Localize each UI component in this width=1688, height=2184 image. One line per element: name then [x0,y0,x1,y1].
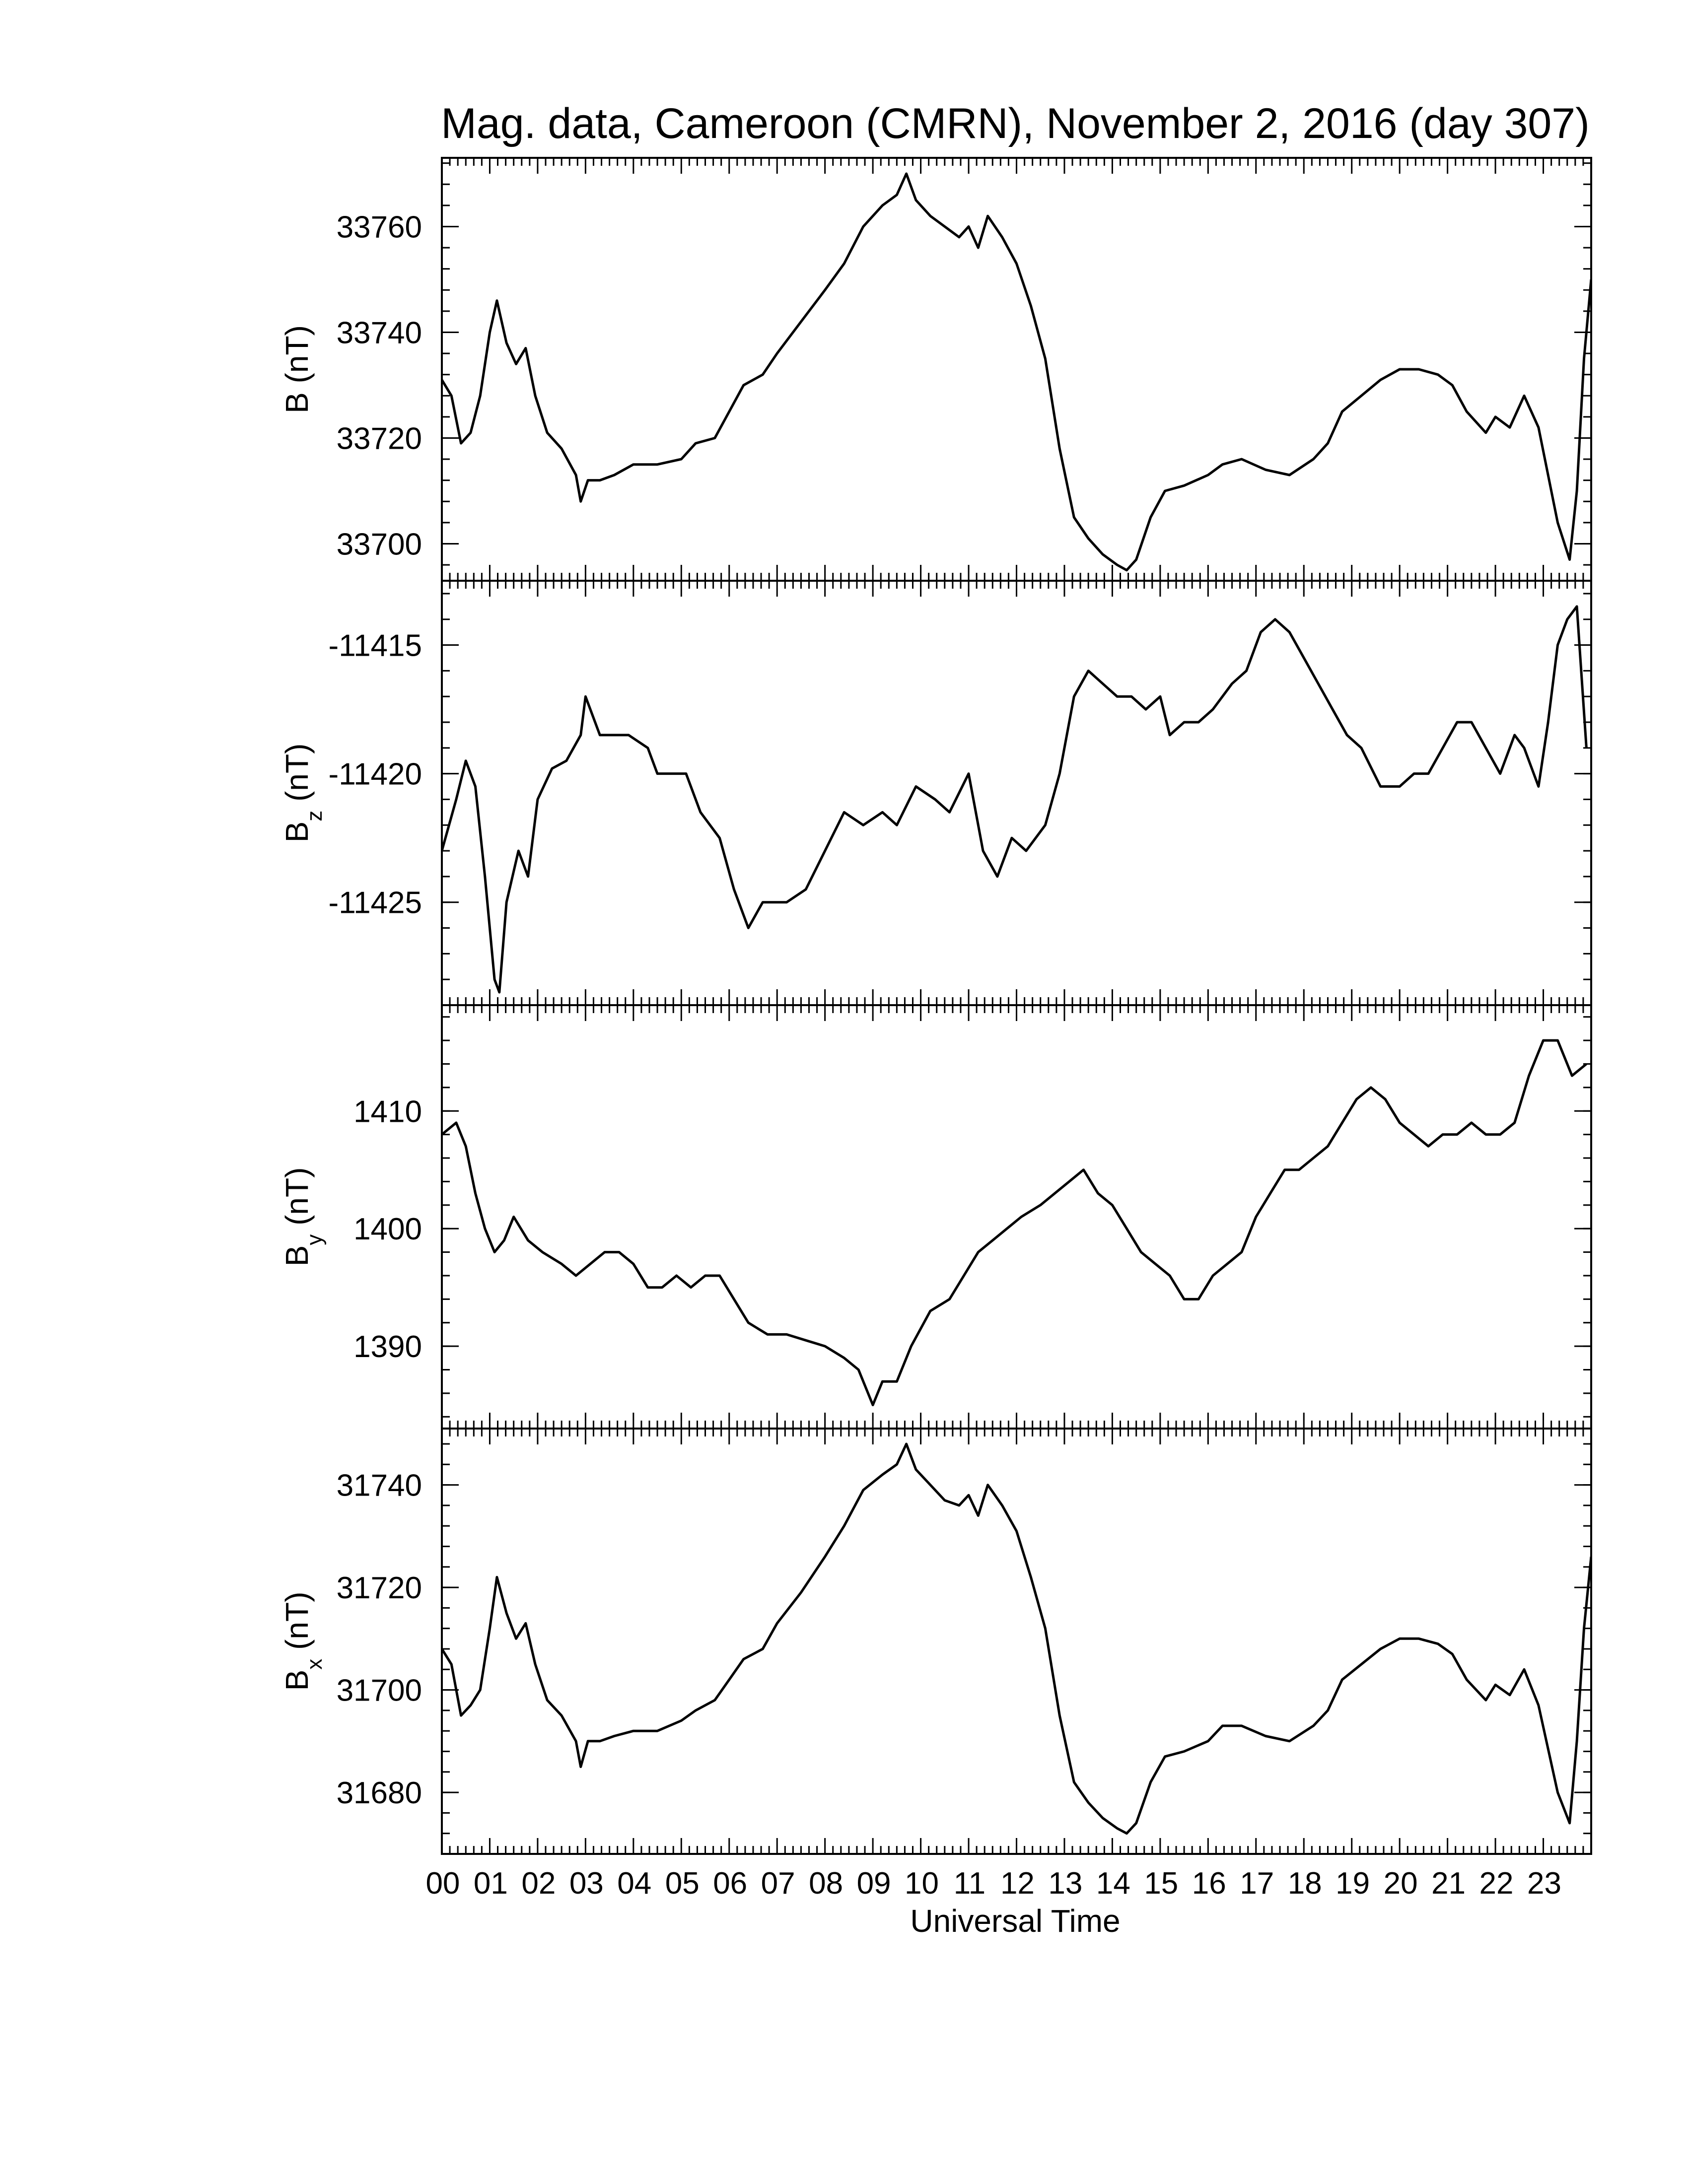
y-tick-label: 33720 [337,421,422,456]
y-axis-label-sub: y [302,1234,327,1245]
x-tick-label: 04 [617,1866,651,1901]
x-tick-label: 08 [809,1866,843,1901]
y-axis-label-unit: (nT) [279,325,315,392]
x-tick-label: 09 [857,1866,891,1901]
x-tick-label: 14 [1096,1866,1130,1901]
x-tick-label: 21 [1431,1866,1466,1901]
y-tick-label: 1410 [353,1094,422,1129]
x-tick-label: 23 [1527,1866,1561,1901]
y-axis-label-sub: x [302,1659,327,1670]
panel-frame [441,580,1592,1006]
panel-frame [441,1004,1592,1430]
x-tick-label: 02 [521,1866,556,1901]
y-tick-label: 33760 [337,210,422,244]
y-axis-label: Bz (nT) [279,744,327,843]
x-tick-label: 20 [1384,1866,1418,1901]
series-line-panel-3 [442,1039,1587,1407]
x-tick-label: 15 [1144,1866,1178,1901]
x-tick-label: 01 [474,1866,508,1901]
panel-1: 33700 33720 33740 33760 B (nT) [279,157,1592,582]
x-tick-label: 10 [905,1866,939,1901]
y-tick-label: 31700 [337,1674,422,1708]
y-tick-label: 31680 [337,1776,422,1810]
series-line-panel-4 [442,1442,1591,1835]
y-axis-label-sub: z [302,811,327,821]
y-tick-label: 1400 [353,1212,422,1246]
x-tick-label: 07 [761,1866,795,1901]
x-tick-label: 00 [425,1866,460,1901]
x-tick-label: 17 [1240,1866,1274,1901]
panel-2: -11415 -11420 -11425 Bz (nT) [279,580,1592,1006]
series-line-panel-1 [442,172,1591,572]
x-tick-labels: 00 01 02 03 04 05 06 07 08 09 10 11 12 13 14 15 16 17 18 19… [425,1866,1561,1901]
y-tick-label: 31740 [337,1469,422,1503]
y-tick-label: -11415 [329,629,422,663]
panel-3: 1390 1400 1410 By (nT) [279,1004,1592,1430]
x-axis-label: Universal Time [910,1903,1120,1939]
y-axis-label: Bx (nT) [279,1592,327,1691]
y-axis-label: By (nT) [279,1167,327,1267]
x-tick-label: 16 [1192,1866,1226,1901]
x-tick-label: 03 [569,1866,604,1901]
x-tick-label: 18 [1288,1866,1322,1901]
y-tick-label: 33740 [337,316,422,350]
series-line-panel-2 [442,605,1588,994]
x-tick-label: 19 [1336,1866,1370,1901]
y-axis-label-main: B [279,821,315,843]
x-tick-label: 12 [1000,1866,1035,1901]
x-tick-label: 11 [954,1866,985,1901]
y-axis-label-unit: (nT) [279,744,315,811]
y-axis-label-main: B [279,392,315,413]
y-axis-label-unit: (nT) [279,1167,315,1234]
x-tick-label: 06 [713,1866,747,1901]
y-axis-label: B (nT) [279,325,315,413]
y-axis-label-unit: (nT) [279,1592,315,1659]
y-tick-label: 33700 [337,527,422,561]
y-axis-label-main: B [279,1245,315,1267]
x-tick-label: 05 [665,1866,700,1901]
y-axis-label-main: B [279,1670,315,1691]
panel-frame [441,1428,1592,1855]
y-tick-label: 1390 [353,1330,422,1364]
x-tick-label: 13 [1048,1866,1082,1901]
chart-title: Mag. data, Cameroon (CMRN), November 2, … [441,100,1589,147]
y-tick-label: 31720 [337,1571,422,1605]
x-tick-label: 22 [1479,1866,1514,1901]
y-tick-label: -11420 [329,757,422,792]
panel-4: 31680 31700 31720 31740 Bx (nT) [279,1428,1592,1855]
y-tick-label: -11425 [329,886,422,920]
